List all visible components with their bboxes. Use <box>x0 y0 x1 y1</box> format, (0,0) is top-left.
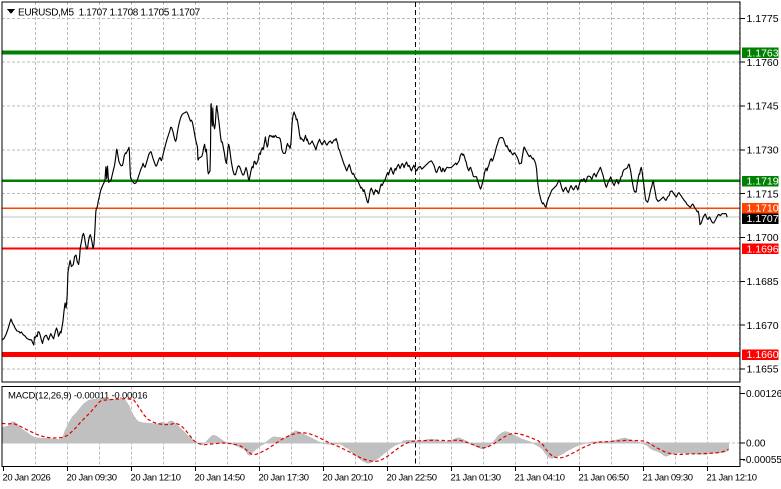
svg-text:21 Jan 12:10: 21 Jan 12:10 <box>707 473 757 484</box>
svg-text:1.1760: 1.1760 <box>747 57 779 69</box>
svg-text:0.00126: 0.00126 <box>746 389 781 400</box>
svg-text:21 Jan 04:10: 21 Jan 04:10 <box>515 473 565 484</box>
svg-text:1.1707: 1.1707 <box>747 213 779 225</box>
svg-text:1.1745: 1.1745 <box>747 101 779 113</box>
svg-text:1.1696: 1.1696 <box>747 243 779 255</box>
svg-text:1.1685: 1.1685 <box>747 276 779 288</box>
svg-text:1.1655: 1.1655 <box>747 364 779 376</box>
svg-text:21 Jan 01:30: 21 Jan 01:30 <box>451 473 501 484</box>
svg-text:1.1670: 1.1670 <box>747 320 779 332</box>
svg-text:20 Jan 17:30: 20 Jan 17:30 <box>259 473 309 484</box>
svg-text:1.1660: 1.1660 <box>747 349 779 361</box>
svg-text:1.1710: 1.1710 <box>747 203 779 215</box>
svg-text:20 Jan 09:30: 20 Jan 09:30 <box>67 473 117 484</box>
svg-text:21 Jan 06:50: 21 Jan 06:50 <box>579 473 629 484</box>
svg-text:1.1763: 1.1763 <box>747 47 779 59</box>
svg-text:1.1715: 1.1715 <box>747 188 779 200</box>
svg-text:20 Jan 14:50: 20 Jan 14:50 <box>195 473 245 484</box>
svg-text:1.1730: 1.1730 <box>747 145 779 157</box>
svg-text:20 Jan 12:10: 20 Jan 12:10 <box>131 473 181 484</box>
svg-text:1.1700: 1.1700 <box>747 232 779 244</box>
svg-text:MACD(12,26,9) -0.00011 -0.0001: MACD(12,26,9) -0.00011 -0.00016 <box>8 391 147 402</box>
svg-text:1.1719: 1.1719 <box>747 176 779 188</box>
svg-text:20 Jan 2026: 20 Jan 2026 <box>3 473 51 484</box>
svg-text:0.00: 0.00 <box>746 439 766 450</box>
svg-text:20 Jan 22:50: 20 Jan 22:50 <box>387 473 437 484</box>
svg-text:-0.00055: -0.00055 <box>743 455 781 466</box>
svg-text:EURUSD,M5 1.1707 1.1708 1.170: EURUSD,M5 1.1707 1.1708 1.1705 1.1707 <box>18 8 201 19</box>
svg-text:21 Jan 09:30: 21 Jan 09:30 <box>643 473 693 484</box>
svg-text:20 Jan 20:10: 20 Jan 20:10 <box>323 473 373 484</box>
svg-text:1.1775: 1.1775 <box>747 13 779 25</box>
